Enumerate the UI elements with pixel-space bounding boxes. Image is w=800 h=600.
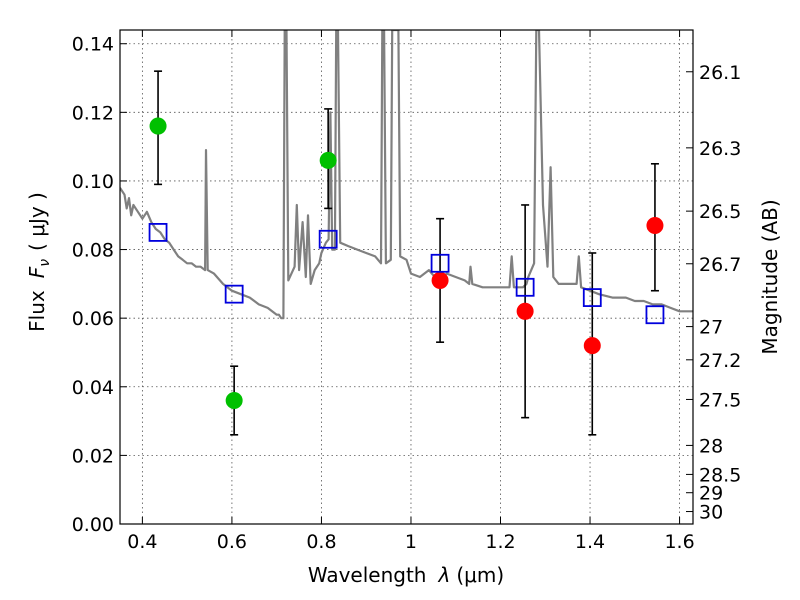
x-tick-label: 0.6 — [217, 531, 247, 553]
y2-axis-title: Magnitude (AB) — [758, 199, 782, 354]
y2-tick-label: 27 — [699, 317, 723, 339]
x-tick-label: 1.6 — [664, 531, 694, 553]
tick-layer: 0.4 0.6 0.8 1 1.2 1.4 1.6 0.00 0.02 0.04 0.06 0.08 0… — [72, 30, 741, 553]
y2-tick-label: 29 — [699, 483, 723, 505]
y-axis-title-symbol-sub: ν — [37, 259, 53, 267]
x-axis-title-symbol: λ — [438, 563, 451, 587]
model-spectrum-line — [120, 30, 693, 320]
y-tick-label: 0.02 — [72, 445, 114, 467]
grid-layer — [120, 30, 693, 524]
y2-tick-label: 28.5 — [699, 464, 741, 486]
data-point — [516, 302, 534, 320]
x-axis-title-text: Wavelength — [308, 563, 427, 587]
y-axis-title: Flux Fν ( μJy ) — [25, 192, 53, 332]
x-axis-title-unit: (μm) — [456, 563, 504, 587]
data-layer — [120, 30, 693, 320]
y-tick-label: 0.12 — [72, 102, 114, 124]
data-point — [225, 392, 243, 409]
model-point — [148, 223, 168, 242]
x-axis-title: Wavelength λ (μm) — [308, 563, 504, 587]
data-point — [319, 151, 337, 169]
y2-tick-label: 28 — [699, 435, 723, 457]
y2-tick-label: 30 — [699, 502, 723, 524]
x-tick-label: 0.8 — [306, 531, 336, 553]
marker-layer — [148, 70, 665, 436]
model-point — [430, 253, 450, 273]
y2-tick-label: 26.7 — [699, 254, 741, 276]
y2-tick-label: 26.3 — [699, 138, 741, 160]
x-tick-label: 1.2 — [485, 531, 515, 553]
y-axis-title-text: Flux — [25, 290, 49, 332]
y-tick-label: 0.08 — [72, 240, 114, 262]
model-point — [318, 229, 338, 249]
y2-tick-label: 27.5 — [699, 389, 741, 411]
y-tick-label: 0.14 — [72, 34, 114, 56]
y2-tick-label: 26.5 — [699, 201, 741, 223]
data-point — [646, 217, 664, 235]
x-tick-label: 1.4 — [575, 531, 605, 553]
x-tick-label: 1 — [405, 531, 417, 553]
y-axis-title-unit: ( μJy ) — [25, 192, 49, 251]
data-point — [583, 337, 601, 355]
y2-tick-label: 26.1 — [699, 62, 741, 84]
model-point — [224, 284, 244, 304]
model-point — [582, 288, 602, 307]
model-point — [645, 305, 665, 325]
y-axis-title-symbol: F — [25, 266, 49, 278]
data-point — [431, 271, 449, 289]
y2-tick-label: 27.2 — [699, 350, 741, 372]
y-tick-label: 0.00 — [72, 514, 114, 536]
plot-background — [120, 30, 693, 524]
y-tick-label: 0.06 — [72, 308, 114, 330]
data-point — [149, 117, 167, 135]
x-tick-label: 0.4 — [127, 531, 157, 553]
plot-frame — [119, 29, 694, 525]
y-tick-label: 0.10 — [72, 171, 114, 193]
model-point — [515, 277, 535, 297]
y-tick-label: 0.04 — [72, 377, 114, 399]
